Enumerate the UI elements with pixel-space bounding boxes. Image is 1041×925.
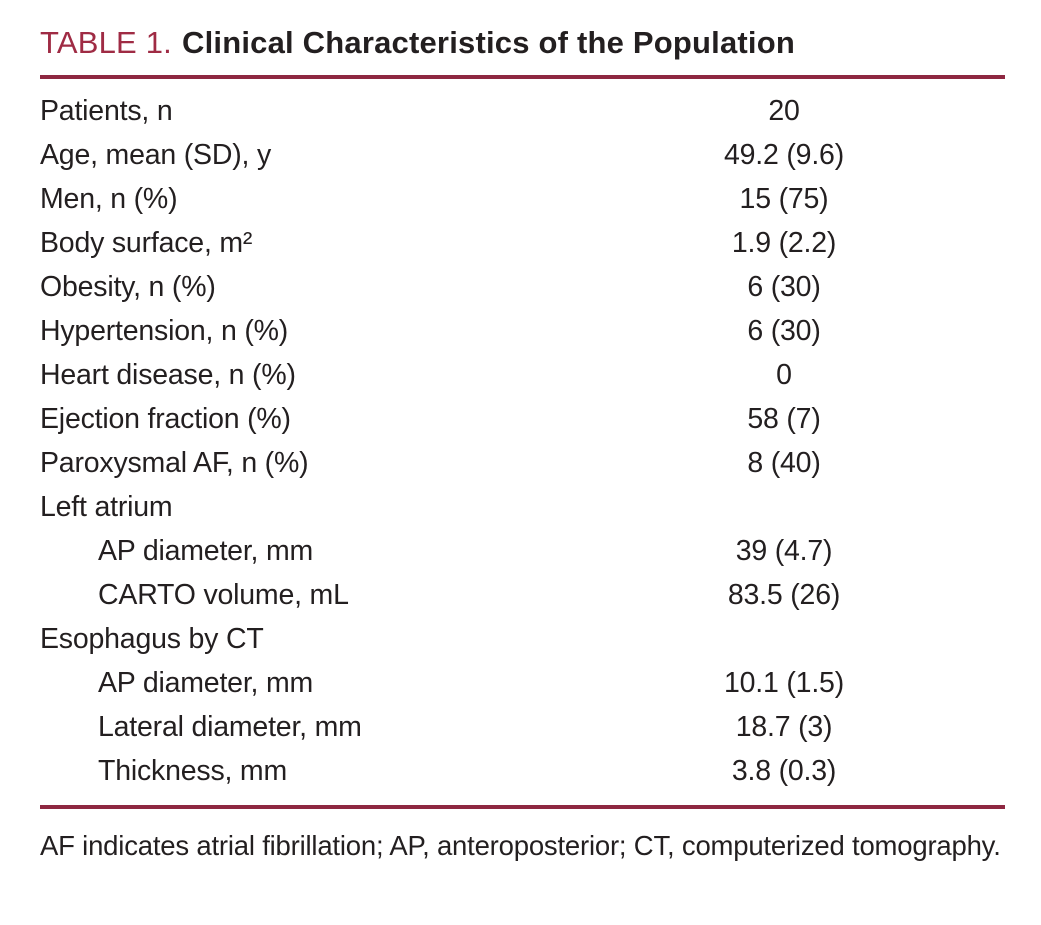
row-label: Paroxysmal AF, n (%) xyxy=(40,446,309,479)
table-number-label: TABLE 1. xyxy=(40,25,172,60)
table-row: Patients, n 20 xyxy=(40,89,1005,133)
table-title: Clinical Characteristics of the Populati… xyxy=(181,25,796,60)
row-label: Hypertension, n (%) xyxy=(40,314,289,347)
row-label: Esophagus by CT xyxy=(40,622,264,655)
row-value: 6 (30) xyxy=(747,270,821,303)
table-header: TABLE 1. Clinical Characteristics of the … xyxy=(40,20,1005,61)
row-label: Men, n (%) xyxy=(40,182,178,215)
row-label: Age, mean (SD), y xyxy=(40,138,272,171)
row-label: Obesity, n (%) xyxy=(40,270,216,303)
table-row: Hypertension, n (%) 6 (30) xyxy=(40,309,1005,353)
table-row: AP diameter, mm 39 (4.7) xyxy=(40,529,1005,573)
row-label: Thickness, mm xyxy=(98,754,288,787)
row-value: 83.5 (26) xyxy=(727,578,841,611)
row-value: 20 xyxy=(768,94,800,127)
table-row: Thickness, mm 3.8 (0.3) xyxy=(40,749,1005,793)
table-row: Ejection fraction (%) 58 (7) xyxy=(40,397,1005,441)
row-label: AP diameter, mm xyxy=(98,534,314,567)
row-label: Left atrium xyxy=(40,490,173,523)
table-row: Left atrium xyxy=(40,485,1005,529)
table-row: Heart disease, n (%) 0 xyxy=(40,353,1005,397)
top-rule xyxy=(40,75,1005,80)
row-value: 39 (4.7) xyxy=(735,534,833,567)
row-label: AP diameter, mm xyxy=(98,666,314,699)
table-row: Men, n (%) 15 (75) xyxy=(40,177,1005,221)
row-value: 8 (40) xyxy=(747,446,821,479)
row-label: Lateral diameter, mm xyxy=(98,710,362,743)
row-label: Ejection fraction (%) xyxy=(40,402,291,435)
table-row: Lateral diameter, mm 18.7 (3) xyxy=(40,705,1005,749)
row-value: 0 xyxy=(776,358,792,391)
row-value: 1.9 (2.2) xyxy=(731,226,837,259)
row-value: 3.8 (0.3) xyxy=(731,754,837,787)
row-label: Body surface, m² xyxy=(40,226,253,259)
table-row: Paroxysmal AF, n (%) 8 (40) xyxy=(40,441,1005,485)
row-label: CARTO volume, mL xyxy=(98,578,349,611)
row-value: 10.1 (1.5) xyxy=(724,666,844,699)
row-label: Patients, n xyxy=(40,94,173,127)
table-body: Patients, n 20 Age, mean (SD), y 49.2 (9… xyxy=(40,79,1005,799)
table-row: CARTO volume, mL 83.5 (26) xyxy=(40,573,1005,617)
row-value: 6 (30) xyxy=(747,314,821,347)
table-row: AP diameter, mm 10.1 (1.5) xyxy=(40,661,1005,705)
row-value: 18.7 (3) xyxy=(735,710,833,743)
table-row: Age, mean (SD), y 49.2 (9.6) xyxy=(40,133,1005,177)
table-row: Obesity, n (%) 6 (30) xyxy=(40,265,1005,309)
table-row: Body surface, m² 1.9 (2.2) xyxy=(40,221,1005,265)
table-row: Esophagus by CT xyxy=(40,617,1005,661)
table-footnote: AF indicates atrial fibrillation; AP, an… xyxy=(40,830,1001,862)
row-value: 58 (7) xyxy=(747,402,821,435)
row-value: 49.2 (9.6) xyxy=(724,138,844,171)
bottom-rule xyxy=(40,805,1005,810)
row-value: 15 (75) xyxy=(739,182,829,215)
row-label: Heart disease, n (%) xyxy=(40,358,296,391)
